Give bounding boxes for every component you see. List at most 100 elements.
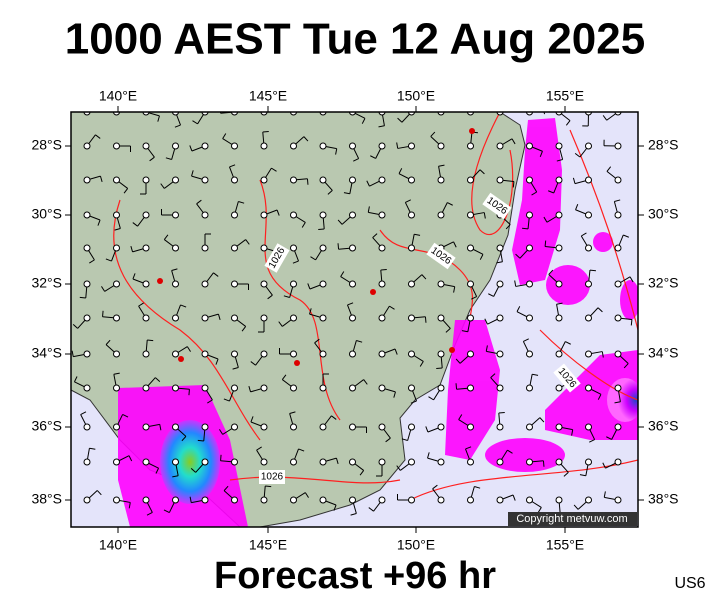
station	[83, 384, 91, 392]
barb-flag	[394, 348, 398, 355]
barb-flag	[532, 373, 539, 376]
barb-flag	[474, 486, 481, 489]
barb-flag	[105, 339, 111, 345]
station	[526, 280, 533, 288]
barb-flag	[419, 361, 424, 367]
barb-flag	[597, 307, 603, 313]
station	[201, 176, 209, 184]
station	[408, 384, 415, 392]
station	[290, 176, 297, 184]
station	[526, 384, 533, 392]
barb-flag	[223, 398, 230, 402]
lon-label: 145°E	[249, 88, 287, 104]
barb-flag	[463, 97, 468, 100]
barb-flag	[522, 227, 529, 230]
barb-flag	[190, 468, 196, 473]
station	[614, 280, 622, 288]
barb-flag	[196, 199, 202, 205]
barb-flag	[603, 491, 606, 498]
station	[437, 142, 445, 150]
barb-flag	[507, 449, 513, 454]
station	[585, 211, 592, 219]
barb-flag	[516, 306, 521, 312]
barb-flag	[405, 199, 411, 203]
barb-staff	[293, 112, 295, 113]
barb-flag	[97, 219, 101, 226]
lat-label: 38°S	[648, 491, 679, 507]
station	[113, 384, 120, 392]
barb-flag	[465, 446, 472, 450]
lat-label: 34°S	[31, 345, 62, 361]
station	[113, 211, 120, 219]
station	[260, 280, 268, 288]
barb-flag	[181, 436, 187, 442]
station	[496, 384, 504, 392]
barb-flag	[159, 424, 162, 431]
station	[319, 176, 327, 184]
barb-flag	[229, 164, 236, 168]
barb-flag	[310, 256, 316, 261]
station	[585, 423, 592, 431]
station	[290, 423, 297, 431]
barb-flag	[488, 293, 494, 297]
barb-flag	[511, 138, 516, 145]
station	[113, 314, 120, 322]
barb-flag	[430, 131, 436, 137]
barb-flag	[123, 188, 129, 194]
station	[349, 423, 356, 431]
station	[83, 244, 91, 252]
station	[172, 384, 179, 392]
barb-flag	[232, 366, 239, 370]
barb-flag	[353, 158, 359, 162]
barb-flag	[579, 474, 586, 477]
barb-flag	[396, 142, 399, 149]
station	[113, 176, 120, 184]
lat-label: 38°S	[31, 491, 62, 507]
barb-flag	[455, 383, 458, 390]
station	[585, 314, 592, 322]
station	[467, 384, 474, 392]
station	[555, 142, 563, 150]
station	[319, 458, 327, 466]
station	[437, 176, 445, 184]
barb-flag	[250, 416, 254, 423]
station	[349, 211, 356, 219]
lat-label: 36°S	[648, 418, 679, 434]
station	[172, 142, 179, 150]
barb-flag	[160, 183, 165, 189]
barb-flag	[447, 202, 453, 206]
barb-flag	[453, 286, 456, 293]
barb-flag	[292, 260, 299, 264]
barb-flag	[180, 304, 187, 308]
barb-flag	[306, 178, 309, 185]
station	[408, 350, 415, 358]
station	[172, 244, 179, 252]
barb-flag	[245, 239, 250, 245]
barb-staff	[323, 112, 325, 113]
station	[319, 280, 327, 288]
barb-flag	[222, 133, 227, 139]
station	[467, 458, 474, 466]
station	[555, 384, 563, 392]
station	[437, 496, 445, 504]
station	[349, 314, 356, 322]
station	[467, 142, 474, 150]
station	[172, 176, 179, 184]
station	[172, 496, 179, 504]
station	[142, 211, 150, 219]
station	[378, 423, 386, 431]
barb-flag	[575, 204, 579, 210]
barb-flag	[401, 438, 408, 441]
station	[496, 458, 504, 466]
barb-flag	[606, 436, 612, 440]
station	[290, 244, 297, 252]
station	[496, 496, 504, 504]
barb-flag	[490, 373, 496, 378]
barb-flag	[171, 268, 178, 272]
station	[83, 350, 91, 358]
station	[555, 350, 563, 358]
barb-flag	[250, 361, 256, 366]
barb-flag	[318, 228, 325, 230]
station	[260, 244, 268, 252]
barb-flag	[128, 502, 131, 509]
